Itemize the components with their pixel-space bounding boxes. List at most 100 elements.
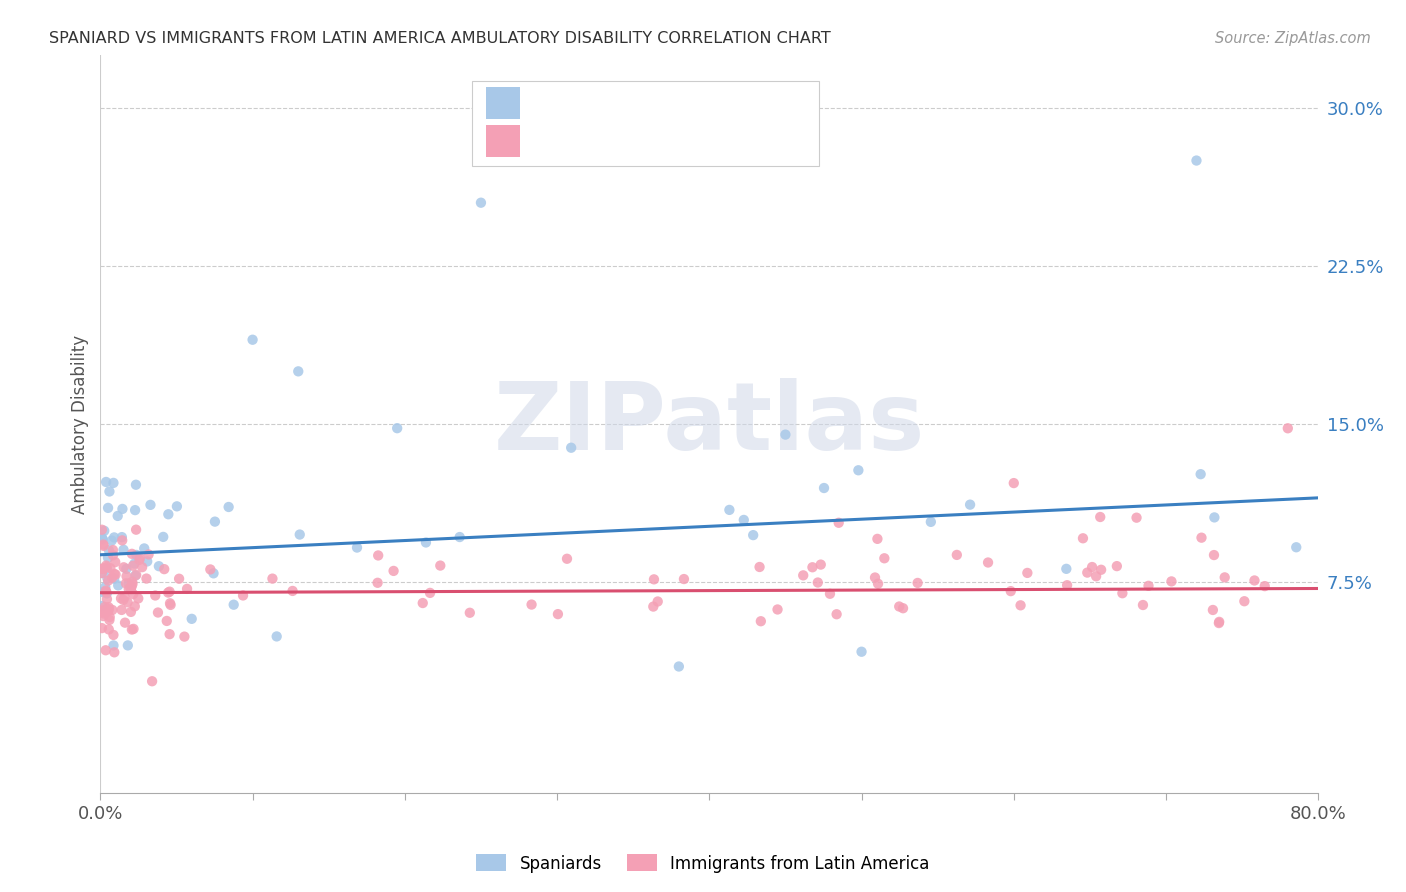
Point (143, 589, 166, 603)
Point (807, 575, 830, 590)
Point (121, 577, 143, 591)
Point (117, 639, 139, 653)
Point (1277, 421, 1299, 435)
Point (93, 524, 115, 538)
Point (1202, 548, 1225, 562)
Point (1202, 603, 1225, 617)
Point (153, 562, 176, 576)
Point (103, 639, 125, 653)
Point (90, 599, 112, 613)
Point (547, 607, 569, 621)
Point (946, 548, 969, 562)
Point (90, 605, 112, 619)
Point (90, 566, 112, 580)
Point (204, 515, 226, 529)
Point (115, 562, 138, 576)
Point (98, 613, 121, 627)
Point (718, 503, 741, 517)
Point (1111, 586, 1133, 600)
Point (138, 548, 160, 562)
Point (891, 601, 914, 615)
Point (415, 535, 437, 549)
Y-axis label: Ambulatory Disability: Ambulatory Disability (72, 334, 89, 514)
Point (121, 623, 143, 637)
Point (1208, 615, 1230, 630)
Point (1213, 570, 1236, 584)
Point (173, 630, 195, 644)
Point (103, 628, 125, 642)
Point (367, 575, 389, 590)
Point (346, 541, 368, 555)
Point (107, 578, 129, 592)
Point (104, 555, 127, 569)
Point (112, 593, 135, 607)
Point (91, 533, 114, 547)
Point (118, 582, 141, 596)
Point (159, 598, 181, 612)
Point (668, 659, 690, 673)
Point (111, 530, 134, 544)
Point (121, 579, 143, 593)
Point (458, 606, 481, 620)
Point (125, 477, 148, 491)
Point (801, 560, 824, 574)
Point (100, 533, 122, 548)
Point (672, 572, 695, 586)
Point (1105, 559, 1128, 574)
Point (1056, 578, 1078, 592)
Point (97, 500, 120, 515)
Point (152, 530, 174, 544)
Point (127, 591, 149, 606)
Point (120, 582, 142, 596)
Point (429, 558, 451, 573)
Point (120, 605, 142, 619)
Point (1132, 598, 1154, 612)
Point (121, 574, 143, 589)
Point (218, 500, 240, 514)
Point (470, 195, 492, 210)
Point (157, 508, 180, 522)
Point (977, 556, 1000, 570)
Point (93, 607, 115, 621)
Point (114, 615, 136, 630)
Point (1160, 574, 1182, 589)
Point (866, 576, 889, 591)
Point (176, 582, 198, 596)
Point (101, 603, 124, 617)
Point (93, 539, 115, 553)
Point (385, 421, 408, 435)
Point (96, 558, 118, 573)
Point (103, 475, 125, 490)
Point (125, 548, 148, 562)
Point (98, 610, 121, 624)
Point (1208, 615, 1230, 629)
Point (825, 607, 848, 622)
Point (520, 598, 543, 612)
Point (907, 576, 929, 591)
Point (222, 598, 245, 612)
Point (96, 586, 118, 600)
Point (1189, 467, 1212, 482)
Point (122, 587, 145, 601)
Point (104, 567, 127, 582)
Point (101, 571, 124, 585)
Point (560, 441, 582, 455)
Point (775, 427, 797, 442)
Point (97, 600, 120, 615)
Point (103, 530, 125, 544)
Point (136, 554, 159, 568)
Point (202, 566, 225, 581)
Point (200, 562, 222, 576)
Point (828, 516, 851, 530)
Point (848, 463, 870, 477)
Point (742, 528, 765, 542)
Point (1010, 599, 1032, 613)
Point (96, 562, 118, 576)
Point (97, 543, 120, 558)
Point (91, 531, 114, 545)
Point (367, 549, 389, 563)
Point (266, 629, 288, 643)
Point (120, 582, 142, 596)
Point (124, 503, 146, 517)
Point (124, 599, 146, 614)
